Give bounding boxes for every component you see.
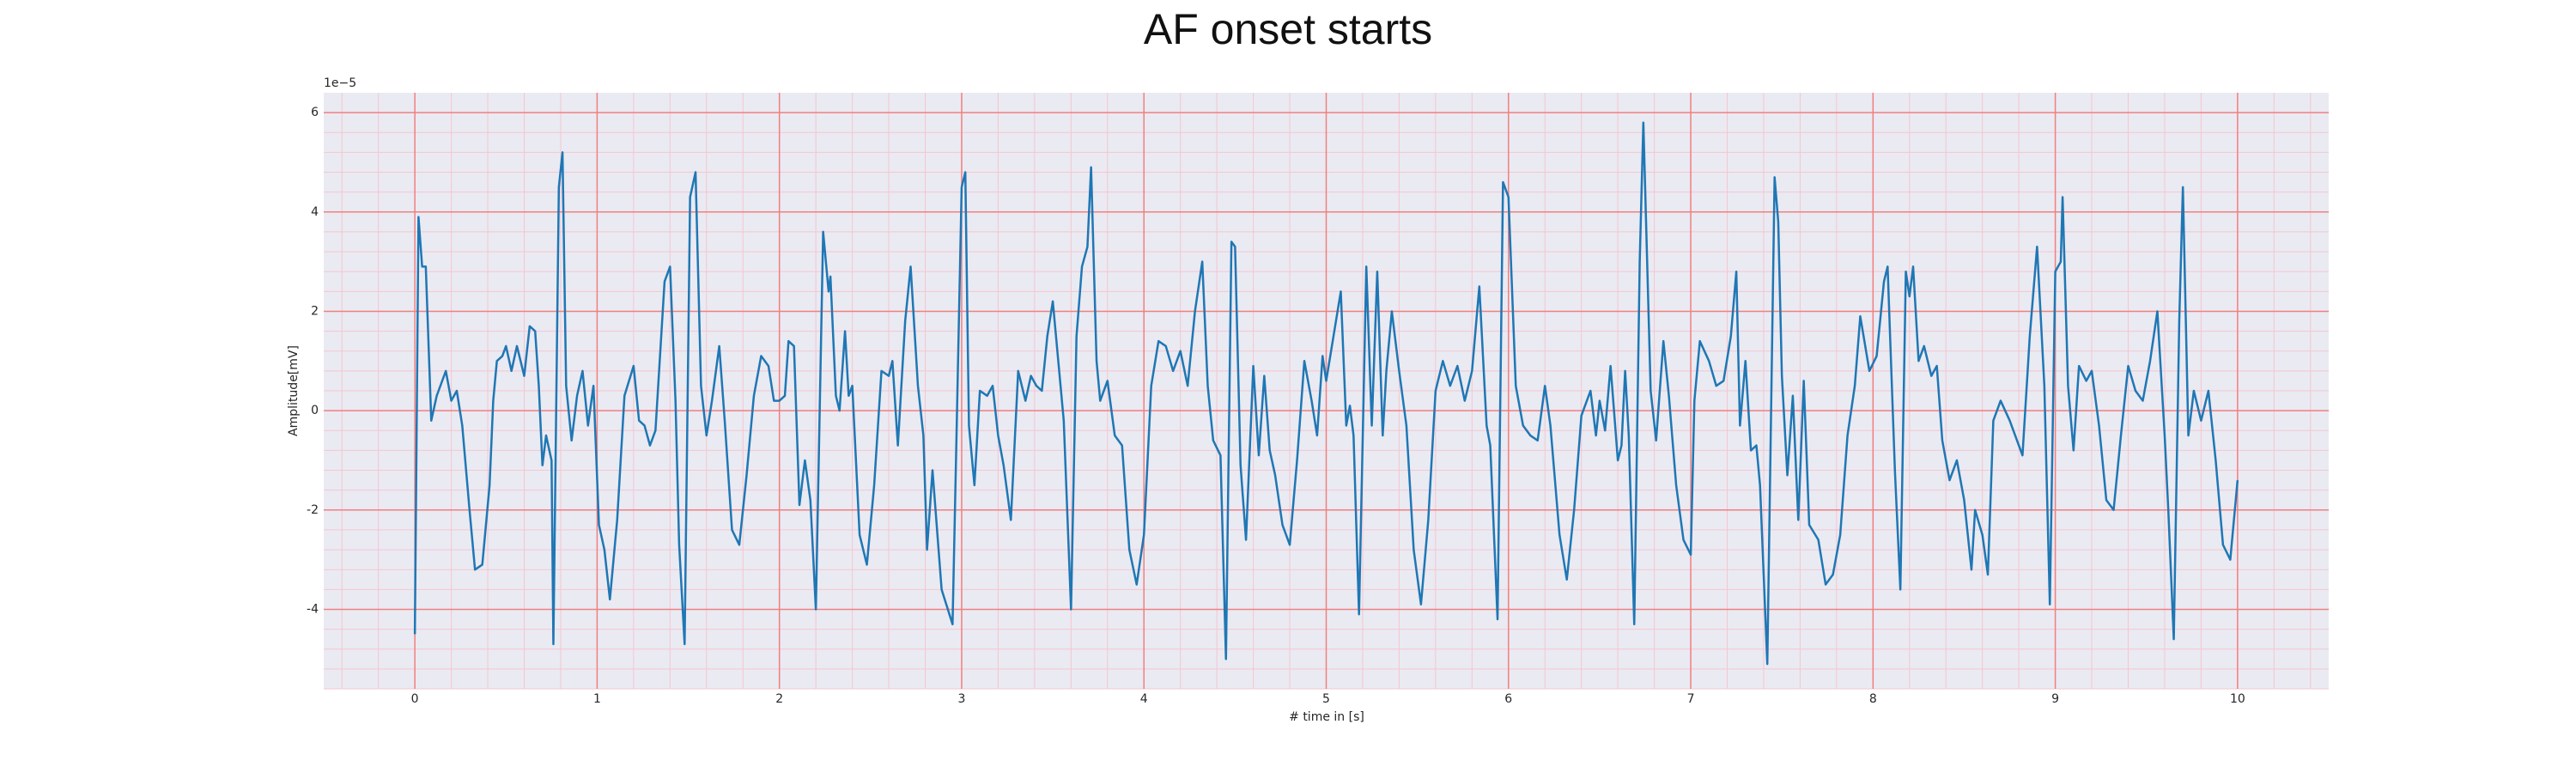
y-tick-label: -2	[307, 503, 319, 517]
x-tick-label: 4	[1140, 692, 1148, 706]
x-tick-label: 5	[1322, 692, 1330, 706]
signal-line	[413, 121, 2239, 666]
x-tick-label: 6	[1504, 692, 1512, 706]
x-tick-label: 7	[1687, 692, 1695, 706]
grid	[324, 93, 2329, 690]
y-tick-label: 4	[311, 205, 319, 219]
y-axis-label: Amplitude[mV]	[287, 345, 301, 436]
y-offset-label: 1e−5	[324, 76, 356, 90]
x-tick-label: 3	[957, 692, 965, 706]
x-tick-label: 0	[411, 692, 419, 706]
x-tick-label: 9	[2051, 692, 2059, 706]
y-tick-label: -4	[307, 602, 319, 616]
y-tick-label: 0	[311, 404, 319, 417]
x-axis-label: # time in [s]	[1289, 710, 1364, 724]
x-tick-label: 8	[1869, 692, 1877, 706]
marks	[413, 121, 2239, 666]
x-tick-label: 2	[775, 692, 783, 706]
y-tick-label: 6	[311, 106, 319, 119]
x-tick-label: 1	[593, 692, 601, 706]
x-tick-label: 10	[2230, 692, 2245, 706]
chart-title: AF onset starts	[1144, 5, 1432, 53]
y-tick-label: 2	[311, 304, 319, 318]
